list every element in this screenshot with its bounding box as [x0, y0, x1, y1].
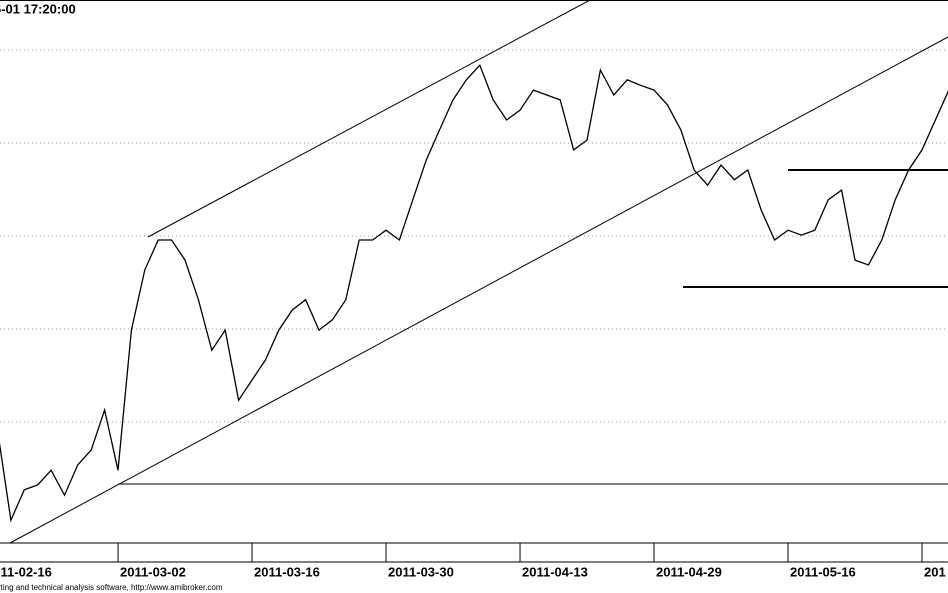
x-tick-label: 201 — [924, 564, 946, 579]
x-tick-label: 2011-04-13 — [522, 564, 588, 579]
x-tick-label: 2011-03-16 — [254, 564, 320, 579]
x-tick-label: 2011-03-30 — [388, 564, 454, 579]
footer: rting and technical analysis software, h… — [0, 583, 223, 592]
x-tick-label: 2011-05-16 — [790, 564, 856, 579]
x-tick-label: 2011-02-16 — [0, 564, 52, 579]
channel-upper — [147, 0, 591, 238]
x-tick-label: 2011-04-29 — [656, 564, 722, 579]
chart-title: 6-01 17:20:00 — [0, 1, 76, 16]
channel-lower — [9, 36, 948, 544]
grid — [0, 49, 948, 423]
trend-lines — [9, 0, 948, 544]
price-line — [0, 63, 948, 523]
x-tick-label: 2011-03-02 — [120, 564, 186, 579]
